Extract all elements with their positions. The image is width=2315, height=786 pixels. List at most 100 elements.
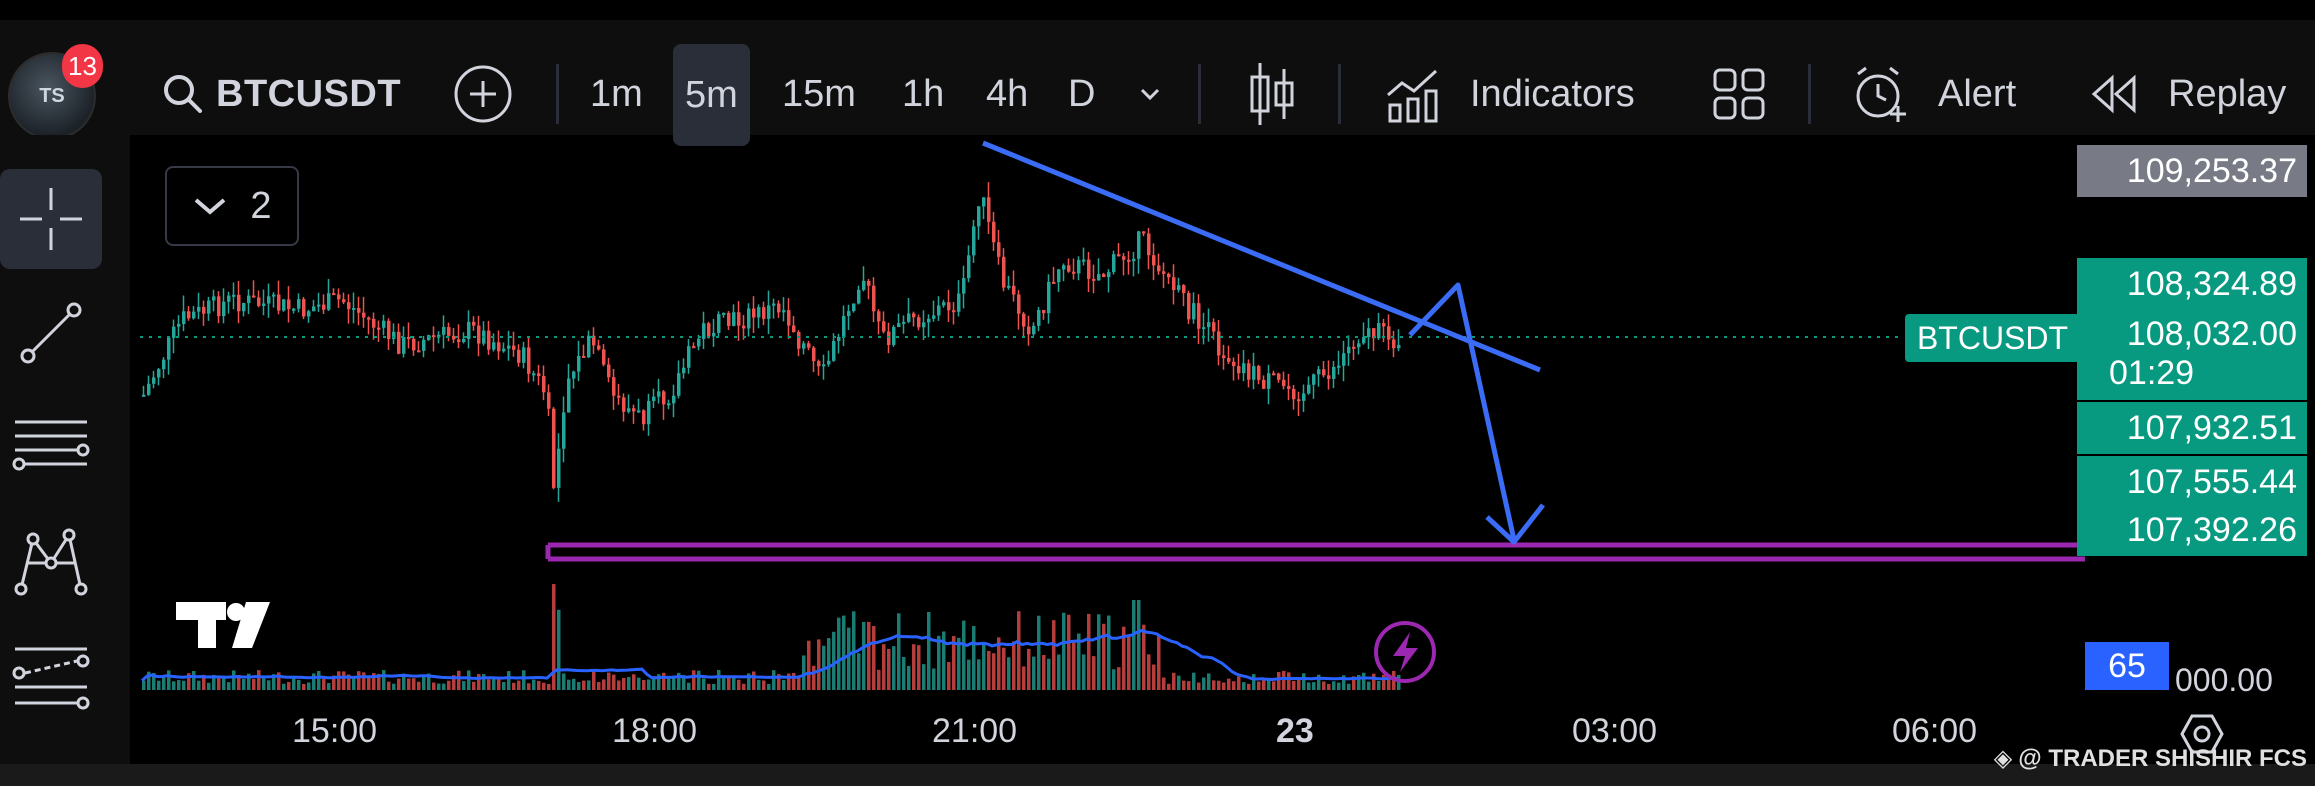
candle — [672, 395, 676, 404]
volume-bar — [1282, 670, 1286, 690]
volume-bar — [1277, 672, 1281, 690]
interval-dropdown[interactable] — [1130, 44, 1170, 144]
candle — [927, 318, 931, 323]
candle — [807, 343, 811, 348]
interval-1h[interactable]: 1h — [902, 72, 945, 115]
interval-d[interactable]: D — [1068, 72, 1096, 115]
interval-4h[interactable]: 4h — [986, 72, 1029, 115]
candle — [1372, 328, 1376, 339]
chart-settings-button[interactable] — [2180, 714, 2224, 759]
trend-line-tool[interactable] — [0, 283, 102, 383]
candle — [382, 320, 386, 328]
candle — [982, 197, 986, 207]
volume-bar — [527, 683, 531, 690]
candle — [257, 297, 261, 306]
candle — [1327, 375, 1331, 379]
candle — [1092, 278, 1096, 281]
candle — [297, 299, 301, 309]
watermark-text: @ TRADER SHISHIR FCS — [2018, 744, 2307, 772]
time-label: 23 — [1276, 712, 1314, 750]
volume-bar — [652, 676, 656, 690]
volume-bar — [1352, 676, 1356, 690]
plus-circle-icon — [454, 65, 512, 123]
candle — [277, 294, 281, 311]
volume-bar — [717, 670, 721, 690]
volume-bar — [912, 644, 916, 690]
candle — [647, 401, 651, 425]
volume-bar — [247, 673, 251, 690]
volume-bar — [637, 677, 641, 690]
candle — [1342, 353, 1346, 366]
volume-bar — [182, 680, 186, 690]
legend-toggle[interactable]: 2 — [165, 166, 299, 246]
candle — [942, 302, 946, 306]
volume-bar — [1017, 611, 1021, 690]
interval-5m[interactable]: 5m — [673, 44, 750, 146]
candle — [987, 197, 991, 222]
interval-1m[interactable]: 1m — [590, 72, 643, 115]
volume-bar — [987, 650, 991, 690]
high-price-label: 109,253.37 — [2077, 145, 2307, 197]
volume-bar — [1142, 624, 1146, 690]
candle — [772, 303, 776, 306]
volume-bar — [367, 676, 371, 690]
volume-bar — [542, 682, 546, 690]
candle — [592, 335, 596, 346]
forecast-tool[interactable] — [0, 625, 102, 725]
volume-bar — [1087, 613, 1091, 690]
replay-label: Replay — [2168, 72, 2287, 115]
current-price-value: 108,032.00 — [2126, 315, 2297, 353]
candle — [817, 361, 821, 367]
crosshair-tool[interactable] — [0, 169, 102, 269]
volume-bar — [1057, 654, 1061, 690]
candle — [732, 312, 736, 326]
candle — [842, 316, 846, 337]
crosshair-icon — [20, 188, 82, 250]
volume-bar — [322, 678, 326, 690]
volume-bar — [332, 675, 336, 690]
replay-button[interactable]: Replay — [2090, 44, 2286, 144]
candle — [1167, 273, 1171, 278]
candle — [1012, 285, 1016, 295]
pattern-tool[interactable] — [0, 511, 102, 611]
volume-bar — [562, 673, 566, 690]
fib-tool[interactable] — [0, 397, 102, 497]
volume-bar — [162, 677, 166, 690]
chart-type-button[interactable] — [1244, 44, 1300, 144]
diamond-icon: ◈ — [1993, 745, 2013, 772]
candle — [582, 355, 586, 358]
volume-bar — [692, 670, 696, 690]
volume-bar — [1327, 683, 1331, 690]
candle — [1192, 303, 1196, 320]
alert-button[interactable]: Alert — [1850, 44, 2016, 144]
volume-bar — [582, 680, 586, 690]
volume-bar — [782, 679, 786, 690]
candle — [1137, 231, 1141, 259]
volume-bar — [257, 670, 261, 690]
candle — [327, 293, 331, 310]
candle — [302, 299, 306, 317]
volume-bar — [1292, 680, 1296, 690]
volume-bar — [597, 681, 601, 690]
candle — [1217, 331, 1221, 356]
symbol-name: BTCUSDT — [216, 72, 402, 115]
volume-bar — [517, 680, 521, 690]
layouts-button[interactable] — [1712, 44, 1766, 144]
symbol-search[interactable]: BTCUSDT — [160, 44, 401, 144]
candle — [892, 327, 896, 345]
volume-bar — [1092, 656, 1096, 690]
indicators-button[interactable]: Indicators — [1384, 44, 1635, 144]
candle — [237, 294, 241, 312]
volume-bar — [1077, 633, 1081, 690]
price-label: 107,932.51 — [2077, 402, 2307, 454]
candle — [1162, 271, 1166, 274]
volume-bar — [697, 670, 701, 690]
candle — [1247, 363, 1251, 380]
volume-bar — [1367, 681, 1371, 690]
add-symbol-button[interactable] — [452, 44, 514, 144]
volume-bar — [1247, 683, 1251, 690]
current-price-label: 108,032.00 01:29 — [2077, 308, 2307, 400]
interval-15m[interactable]: 15m — [782, 72, 856, 115]
candle — [1307, 384, 1311, 394]
candle — [837, 336, 841, 341]
